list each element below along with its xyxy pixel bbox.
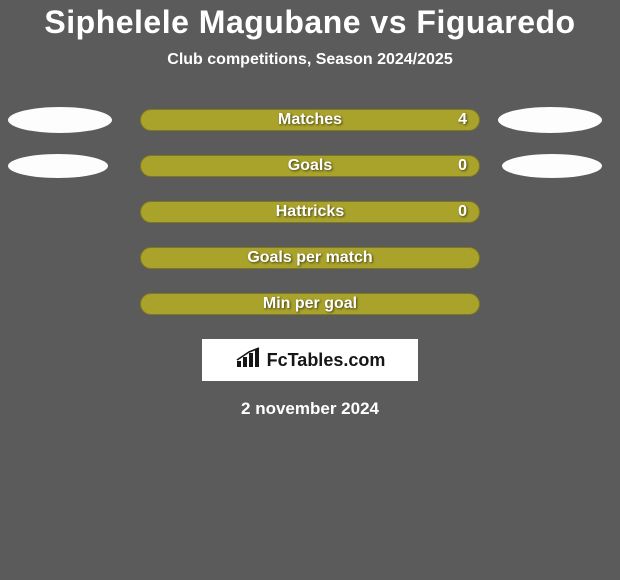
- stat-bar: Matches 4: [140, 109, 480, 131]
- page-title: Siphelele Magubane vs Figuaredo: [0, 0, 620, 41]
- stat-label: Hattricks: [276, 203, 344, 221]
- stat-row-goals: Goals 0: [0, 155, 620, 177]
- stat-rows: Matches 4 Goals 0 Hattricks 0 Goals per …: [0, 109, 620, 315]
- stat-label: Goals: [288, 157, 332, 175]
- stat-bar: Hattricks 0: [140, 201, 480, 223]
- stat-value: 4: [458, 111, 467, 129]
- stat-label: Goals per match: [247, 249, 372, 267]
- stat-value: 0: [458, 203, 467, 221]
- barchart-icon: [235, 347, 261, 374]
- stat-row-min-per-goal: Min per goal: [0, 293, 620, 315]
- stat-row-hattricks: Hattricks 0: [0, 201, 620, 223]
- stat-row-goals-per-match: Goals per match: [0, 247, 620, 269]
- brand-box: FcTables.com: [202, 339, 418, 381]
- stats-card: Siphelele Magubane vs Figuaredo Club com…: [0, 0, 620, 580]
- left-ellipse: [8, 107, 112, 133]
- subtitle: Club competitions, Season 2024/2025: [0, 51, 620, 69]
- brand-text: FcTables.com: [267, 350, 386, 371]
- stat-label: Min per goal: [263, 295, 357, 313]
- stat-bar: Goals 0: [140, 155, 480, 177]
- stat-row-matches: Matches 4: [0, 109, 620, 131]
- left-ellipse: [8, 154, 108, 178]
- stat-label: Matches: [278, 111, 342, 129]
- stat-bar: Goals per match: [140, 247, 480, 269]
- stat-value: 0: [458, 157, 467, 175]
- stat-bar: Min per goal: [140, 293, 480, 315]
- right-ellipse: [498, 107, 602, 133]
- date-text: 2 november 2024: [0, 399, 620, 419]
- right-ellipse: [502, 154, 602, 178]
